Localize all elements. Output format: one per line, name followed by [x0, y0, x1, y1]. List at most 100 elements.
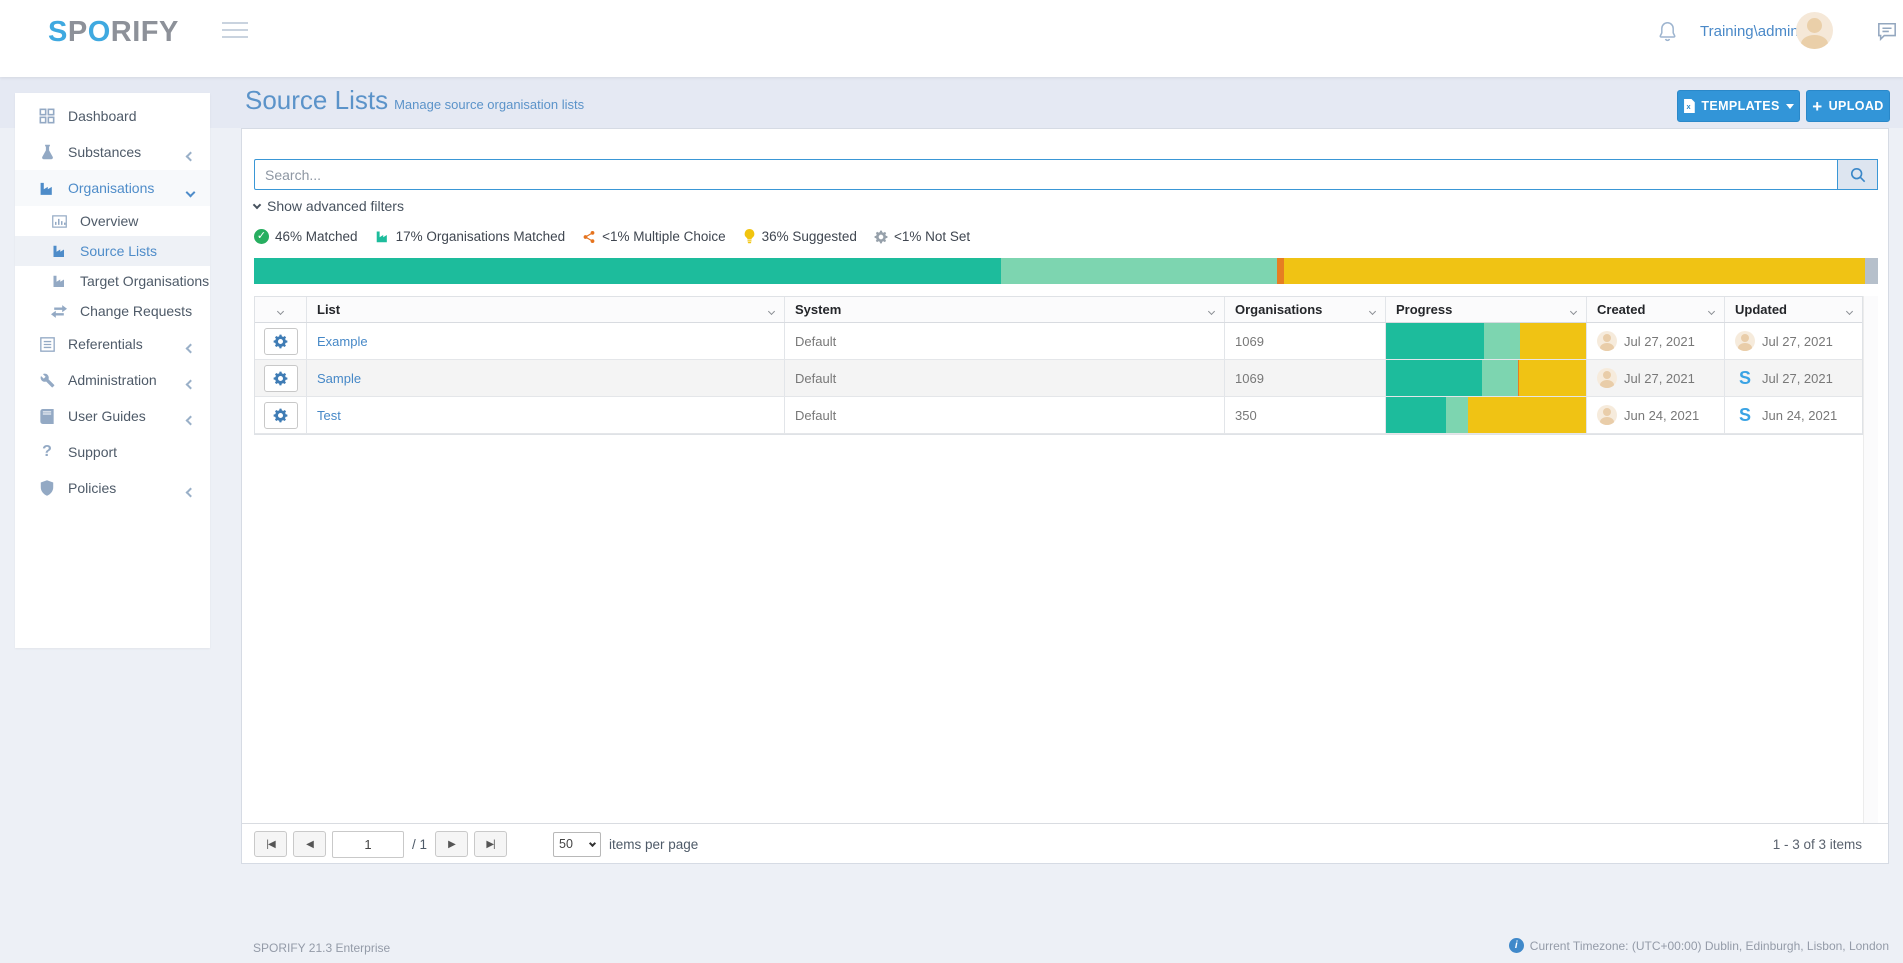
row-progress-bar	[1386, 323, 1587, 359]
sidebar-item-user-guides[interactable]: User Guides	[15, 398, 210, 434]
system-cell: Default	[785, 323, 1225, 359]
flask-icon	[37, 144, 57, 160]
menu-toggle-icon[interactable]	[222, 22, 248, 40]
shield-icon	[37, 480, 57, 496]
previous-page-button[interactable]: ◀	[293, 831, 326, 857]
search-button[interactable]	[1838, 159, 1878, 190]
book-icon	[37, 408, 57, 424]
info-icon	[1508, 938, 1524, 953]
wrench-icon	[37, 373, 57, 388]
timezone-info: Current Timezone: (UTC+00:00) Dublin, Ed…	[1508, 938, 1889, 953]
last-page-button[interactable]: ▶|	[474, 831, 508, 857]
row-settings-button[interactable]	[263, 327, 298, 355]
gear-icon	[273, 371, 288, 385]
factory-icon	[37, 181, 57, 196]
chevron-left-icon	[185, 339, 196, 355]
dashboard-grid-icon	[37, 108, 57, 124]
templates-button[interactable]: x TEMPLATES	[1677, 90, 1800, 122]
exchange-arrows-icon	[49, 304, 69, 318]
upload-button[interactable]: + UPLOAD	[1806, 90, 1890, 122]
header-organisations[interactable]: Organisations	[1225, 297, 1386, 322]
updated-cell: Jul 27, 2021	[1725, 360, 1862, 396]
check-circle-icon	[254, 229, 269, 244]
page-number-input[interactable]	[332, 830, 404, 858]
sidebar-item-change-requests[interactable]: Change Requests	[15, 296, 210, 326]
sidebar-item-dashboard[interactable]: Dashboard	[15, 98, 210, 134]
progress-segment-matched	[1386, 360, 1482, 396]
column-menu-icon[interactable]	[767, 302, 776, 317]
header-created[interactable]: Created	[1587, 297, 1725, 322]
row-settings-button[interactable]	[263, 401, 298, 429]
dropdown-caret-icon	[1785, 103, 1794, 109]
user-avatar[interactable]	[1796, 12, 1833, 49]
column-menu-icon[interactable]	[1207, 302, 1216, 317]
notifications-bell-icon[interactable]	[1657, 20, 1678, 43]
row-settings-button[interactable]	[263, 364, 298, 392]
header-updated[interactable]: Updated	[1725, 297, 1862, 322]
sidebar-item-label: Dashboard	[68, 108, 137, 124]
sidebar-item-label: Overview	[80, 213, 139, 229]
lightbulb-icon	[743, 229, 756, 244]
search-input[interactable]	[254, 159, 1838, 190]
list-link[interactable]: Example	[317, 333, 368, 349]
author-icon	[1735, 368, 1755, 388]
column-menu-icon[interactable]	[276, 302, 285, 317]
sidebar-item-target-organisations[interactable]: Target Organisations	[15, 266, 210, 296]
created-cell: Jul 27, 2021	[1587, 323, 1725, 359]
column-menu-icon[interactable]	[1368, 302, 1377, 317]
sidebar-item-label: Change Requests	[80, 303, 193, 319]
top-bar: SPORIFY Training\admin	[0, 0, 1903, 77]
sidebar-item-organisations[interactable]: Organisations	[15, 170, 210, 206]
progress-segment-orgs-matched	[1482, 360, 1518, 396]
sidebar-item-overview[interactable]: Overview	[15, 206, 210, 236]
progress-segment-matched	[1386, 323, 1484, 359]
author-icon	[1597, 405, 1617, 425]
column-menu-icon[interactable]	[1569, 302, 1578, 317]
author-icon	[1597, 331, 1617, 351]
column-menu-icon[interactable]	[1707, 302, 1716, 317]
header-list[interactable]: List	[307, 297, 785, 322]
sidebar-item-administration[interactable]: Administration	[15, 362, 210, 398]
first-page-button[interactable]: |◀	[254, 831, 287, 857]
current-user[interactable]: Training\admin	[1700, 23, 1799, 40]
sidebar: Dashboard Substances Organisations Overv…	[15, 93, 210, 648]
row-progress-bar	[1386, 397, 1587, 433]
source-lists-panel: Show advanced filters 46% Matched 17% Or…	[241, 128, 1889, 864]
next-page-button[interactable]: ▶	[435, 831, 469, 857]
sidebar-item-source-lists[interactable]: Source Lists	[15, 236, 210, 266]
items-range-label: 1 - 3 of 3 items	[1772, 836, 1862, 852]
progress-segment-orgs-matched	[1446, 397, 1468, 433]
sporify-logo[interactable]: SPORIFY	[48, 16, 179, 49]
pagination-bar: |◀ ◀ / 1 ▶ ▶| 50 items per page 1 - 3 of…	[242, 823, 1888, 864]
sidebar-item-label: Support	[68, 444, 118, 460]
match-stats-legend: 46% Matched 17% Organisations Matched <1…	[254, 229, 970, 244]
sidebar-item-substances[interactable]: Substances	[15, 134, 210, 170]
gear-icon	[273, 334, 288, 348]
page-size-select[interactable]: 50	[553, 831, 602, 857]
sidebar-item-support[interactable]: ? Support	[15, 434, 210, 470]
chevron-down-icon	[185, 183, 196, 199]
organisations-cell: 1069	[1225, 360, 1386, 396]
chevron-left-icon	[185, 147, 196, 163]
column-menu-icon[interactable]	[1845, 302, 1854, 317]
progress-segment-matched	[254, 258, 1002, 284]
list-link[interactable]: Sample	[317, 370, 362, 386]
sidebar-item-referentials[interactable]: Referentials	[15, 326, 210, 362]
header-progress[interactable]: Progress	[1386, 297, 1587, 322]
table-scrollbar[interactable]	[1863, 296, 1878, 823]
table-row: Example Default 1069 Jul 27, 2021 Jul 27…	[255, 323, 1862, 360]
chevron-down-icon	[252, 200, 262, 209]
factory-icon	[375, 230, 390, 243]
author-icon	[1735, 405, 1755, 425]
row-progress-bar	[1386, 360, 1587, 396]
sidebar-item-policies[interactable]: Policies	[15, 470, 210, 506]
list-link[interactable]: Test	[317, 407, 341, 423]
sidebar-item-label: Organisations	[68, 180, 155, 196]
stat-suggested: 36% Suggested	[743, 229, 857, 244]
progress-segment-suggested	[1468, 397, 1586, 433]
chat-bubble-icon[interactable]	[1876, 21, 1898, 41]
logo-s: S	[48, 16, 68, 48]
advanced-filters-toggle[interactable]: Show advanced filters	[252, 198, 404, 214]
row-actions-cell	[255, 360, 307, 396]
header-system[interactable]: System	[785, 297, 1225, 322]
